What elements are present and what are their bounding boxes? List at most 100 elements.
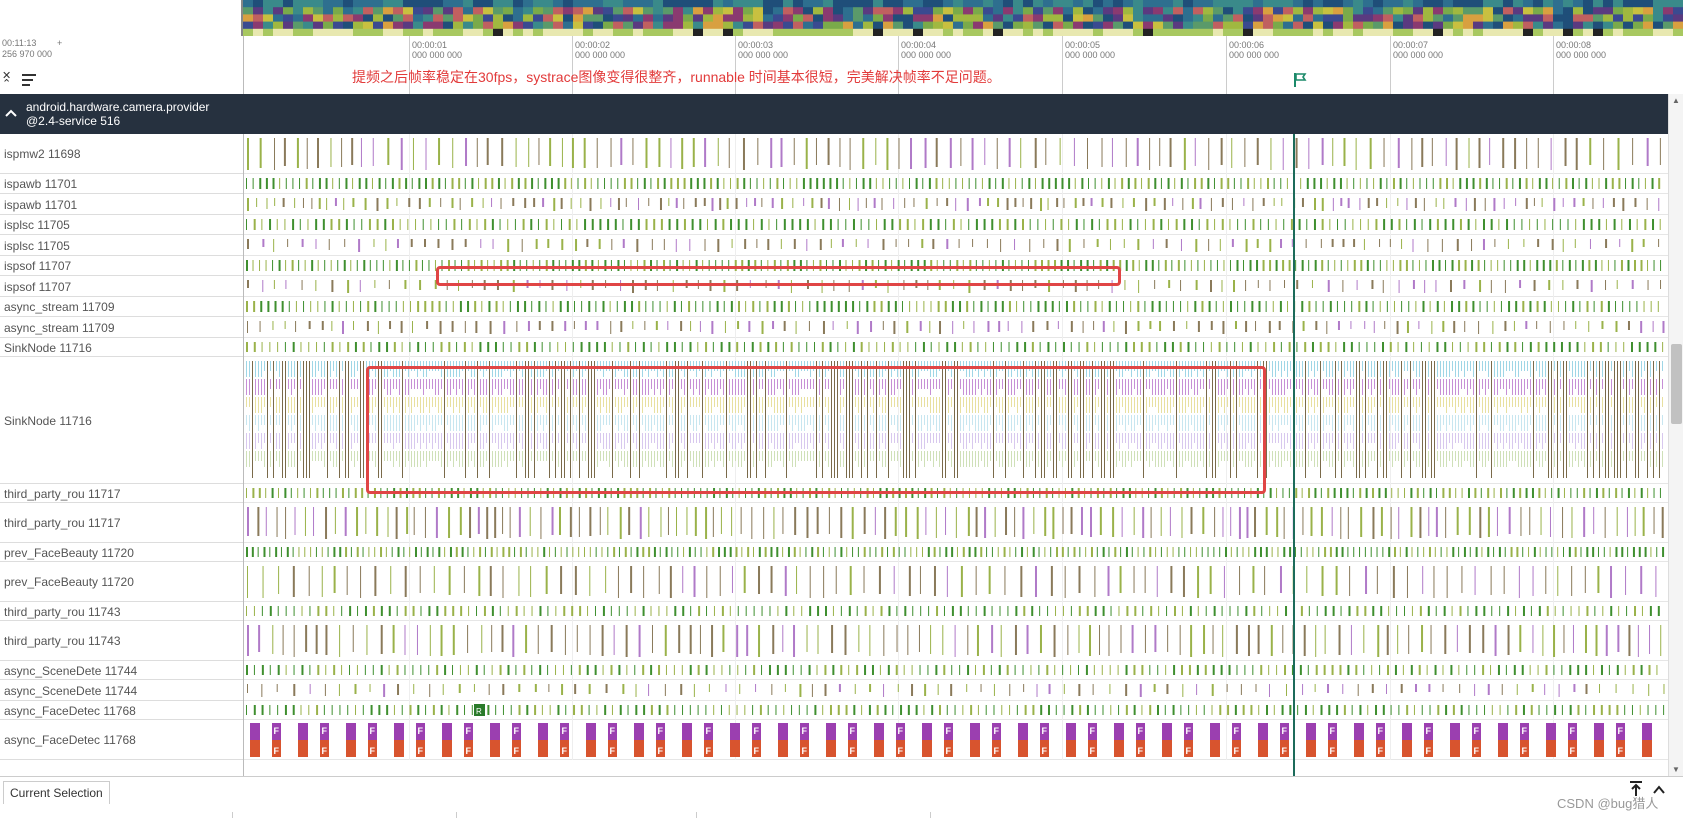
nested-slice — [1200, 415, 1201, 431]
track-label-row[interactable]: isplsc 11705 — [0, 235, 243, 256]
chevron-up-icon[interactable] — [4, 106, 18, 120]
thread-state-slice — [630, 260, 631, 271]
thread-state-slice — [1083, 219, 1084, 230]
nested-slice — [1314, 415, 1315, 431]
overview-cell — [273, 29, 283, 36]
nested-slice — [405, 379, 406, 395]
nested-slice — [1191, 433, 1192, 449]
thread-state-slice — [1627, 260, 1629, 271]
track-label-row[interactable]: ispsof 11707 — [0, 256, 243, 276]
overview-cell — [603, 7, 613, 15]
nested-slice — [390, 433, 391, 443]
track-label-row[interactable]: ispawb 11701 — [0, 194, 243, 215]
overview-cell — [403, 7, 413, 15]
trace-slice — [397, 239, 399, 248]
thread-state-slice — [1512, 178, 1513, 189]
trace-slice — [1478, 321, 1479, 334]
track-label-row[interactable]: third_party_rou 11743 — [0, 602, 243, 621]
sort-icon[interactable] — [22, 74, 40, 88]
overview-cell — [1603, 0, 1613, 8]
overview-cell — [593, 22, 603, 30]
overview-cell — [973, 14, 983, 22]
nested-slice — [606, 415, 607, 425]
nested-slice — [1188, 451, 1189, 461]
nested-slice — [741, 451, 742, 467]
thread-state-slice — [1021, 260, 1022, 271]
overview-cell — [1203, 0, 1213, 8]
nested-slice — [1395, 379, 1396, 395]
nested-slice — [1302, 451, 1303, 467]
nested-slice — [300, 415, 301, 431]
track-label-row[interactable]: isplsc 11705 — [0, 215, 243, 235]
track-label-row[interactable]: ispawb 11701 — [0, 174, 243, 194]
thread-state-slice — [1380, 301, 1381, 312]
overview-cell — [843, 0, 853, 8]
overview-cell — [793, 0, 803, 8]
nested-slice — [1317, 379, 1318, 395]
nested-slice — [1314, 451, 1315, 467]
thread-state-slice — [1172, 342, 1174, 352]
track-label-row[interactable]: SinkNode 11716 — [0, 338, 243, 357]
flag-icon[interactable] — [1293, 72, 1307, 88]
nested-slice — [1089, 451, 1090, 461]
overview-cell — [1033, 22, 1043, 30]
thread-state-slice — [1560, 219, 1561, 230]
nested-slice — [603, 397, 604, 407]
thread-state-slice — [1439, 178, 1441, 189]
thread-state-slice — [1654, 342, 1656, 352]
thread-state-slice — [515, 219, 516, 230]
trace-slice — [1591, 280, 1593, 292]
nested-slice — [894, 415, 895, 425]
nested-slice — [1119, 415, 1120, 425]
thread-state-slice — [448, 260, 450, 271]
nested-slice — [450, 451, 451, 461]
thread-state-slice — [1091, 219, 1093, 230]
track-label-row[interactable]: async_SceneDete 11744 — [0, 680, 243, 701]
nested-slice — [669, 451, 670, 461]
trace-slice — [997, 138, 998, 169]
track-label-row[interactable]: SinkNode 11716 — [0, 357, 243, 484]
overview-cell — [673, 14, 683, 22]
track-label-row[interactable]: async_stream 11709 — [0, 297, 243, 317]
track-label-row[interactable]: ispmw2 11698 — [0, 134, 243, 174]
track-label-row[interactable]: async_SceneDete 11744 — [0, 661, 243, 680]
overview-cell — [1383, 29, 1393, 36]
nested-slice — [606, 361, 607, 371]
track-label-row[interactable]: async_stream 11709 — [0, 317, 243, 338]
track-label-row[interactable]: async_FaceDetec 11768 — [0, 720, 243, 760]
thread-state-slice — [400, 219, 401, 230]
thread-state-slice — [830, 219, 832, 230]
overview-cell — [423, 14, 433, 22]
thread-state-slice — [707, 219, 708, 230]
trace-slice — [1083, 239, 1084, 248]
track-label-row[interactable]: prev_FaceBeauty 11720 — [0, 562, 243, 602]
thread-state-slice — [1529, 301, 1531, 312]
nested-slice — [648, 361, 649, 377]
track-label-row[interactable]: third_party_rou 11717 — [0, 484, 243, 503]
process-group-header[interactable]: android.hardware.camera.provider @2.4-se… — [0, 94, 1668, 134]
thread-state-slice — [1660, 219, 1661, 230]
nested-slice — [279, 451, 280, 467]
thread-state-slice — [1444, 301, 1445, 312]
track-label-row[interactable]: prev_FaceBeauty 11720 — [0, 543, 243, 562]
overview-cell — [1633, 0, 1643, 8]
track-label-row[interactable]: ispsof 11707 — [0, 276, 243, 297]
nested-slice — [501, 433, 502, 449]
collapse-all-icon[interactable]: ✕⌃ — [2, 72, 16, 88]
track-label-row[interactable]: third_party_rou 11717 — [0, 503, 243, 543]
nested-slice — [774, 433, 775, 449]
track-label-row[interactable]: async_FaceDetec 11768 — [0, 701, 243, 720]
track-label-row[interactable]: third_party_rou 11743 — [0, 621, 243, 661]
trace-slice — [670, 138, 671, 168]
thread-state-slice — [869, 178, 871, 189]
overview-timeline[interactable] — [243, 0, 1683, 36]
overview-cell — [753, 7, 763, 15]
thread-state-slice — [1168, 178, 1170, 189]
trace-slice — [883, 321, 884, 330]
nested-slice — [690, 415, 691, 425]
nested-slice — [540, 433, 541, 443]
